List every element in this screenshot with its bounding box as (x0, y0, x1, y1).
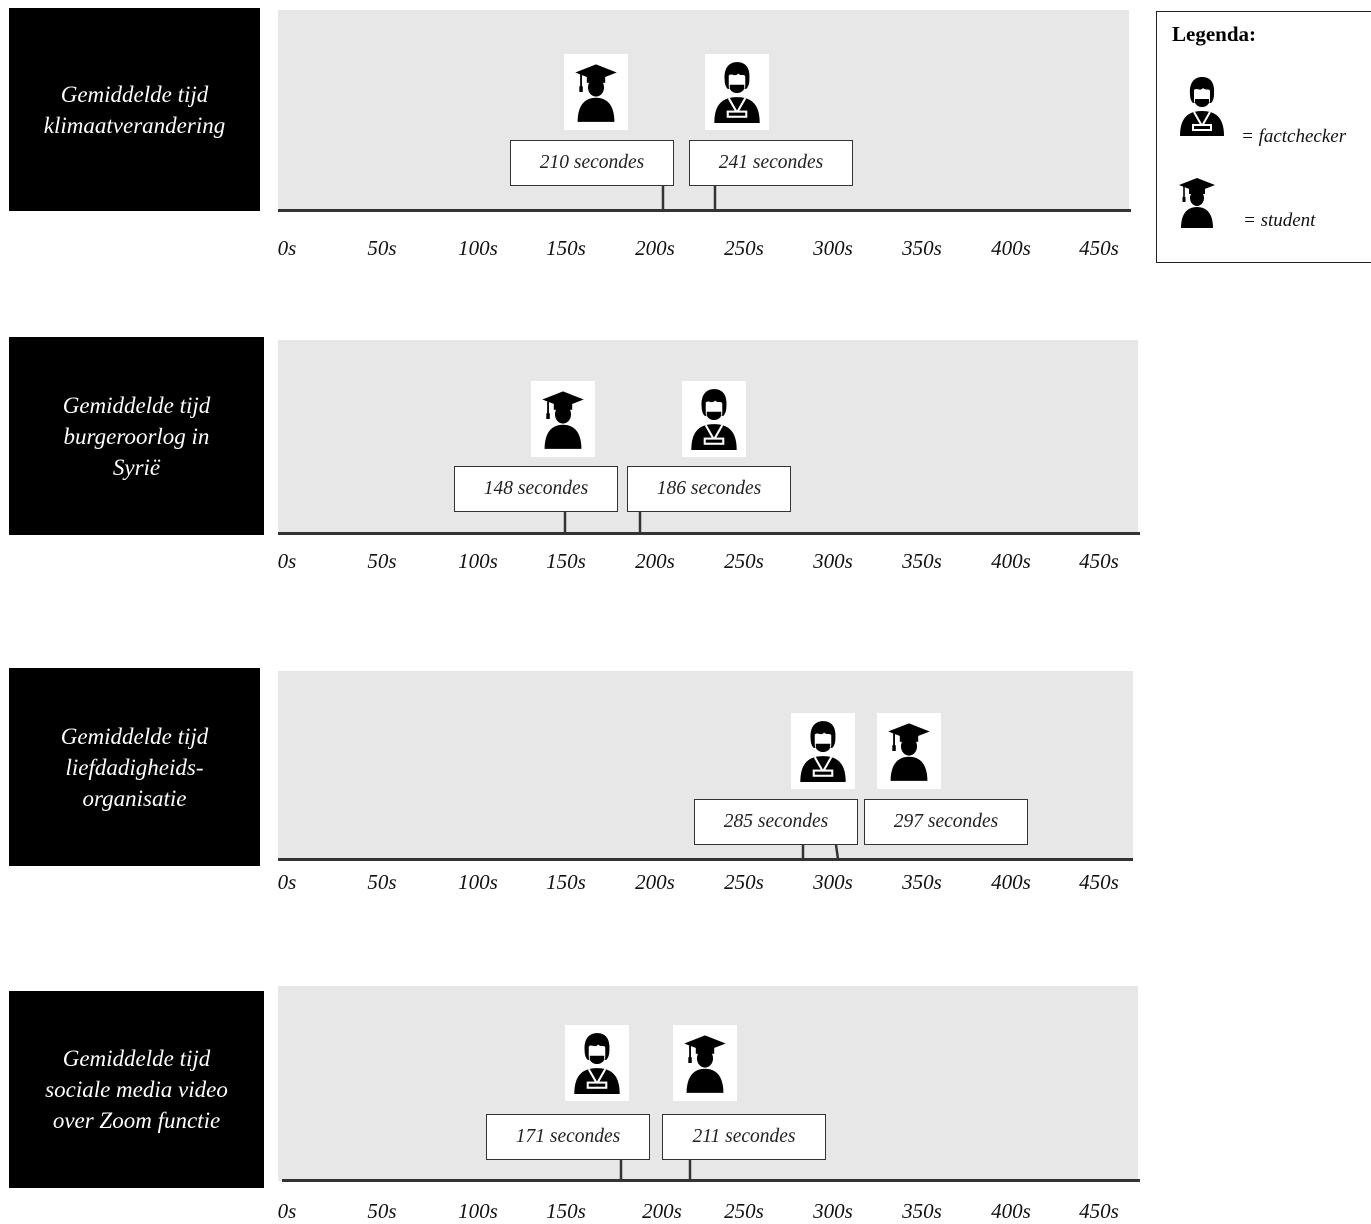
data-label: 297 secondes (864, 799, 1028, 845)
tick-label: 150s (546, 549, 586, 573)
tick-label: 100s (458, 549, 498, 573)
tick-label: 0s (277, 549, 297, 573)
student-icon (877, 713, 941, 789)
x-axis-line (278, 209, 1131, 212)
legend-title: Legenda: (1172, 22, 1256, 46)
tick-label: 200s (642, 1199, 682, 1223)
data-label: 241 secondes (689, 140, 853, 186)
data-label: 148 secondes (454, 466, 618, 512)
tick-label: 200s (635, 549, 675, 573)
x-axis-line (278, 858, 1133, 861)
tick-label: 150s (546, 1199, 586, 1223)
tick-label: 400s (991, 549, 1031, 573)
factchecker-icon (682, 381, 746, 457)
tick-label: 100s (458, 1199, 498, 1223)
student-icon (531, 381, 595, 457)
factchecker-icon (791, 713, 855, 789)
chart-title-text: Gemiddelde tijd sociale media video over… (45, 1046, 228, 1133)
tick-label: 100s (458, 236, 498, 260)
tick-label: 350s (902, 1199, 942, 1223)
tick-label: 50s (367, 549, 397, 573)
tick-label: 450s (1079, 236, 1119, 260)
tick-label: 50s (367, 236, 397, 260)
data-label: 186 secondes (627, 466, 791, 512)
tick-label: 300s (813, 549, 853, 573)
tick-label: 250s (724, 1199, 764, 1223)
tick-label: 450s (1079, 549, 1119, 573)
tick-label: 100s (458, 870, 498, 894)
data-label: 210 secondes (510, 140, 674, 186)
factchecker-icon (705, 54, 769, 130)
student-icon (564, 54, 628, 130)
tick-label: 0s (277, 1199, 297, 1223)
tick-label: 0s (277, 870, 297, 894)
factchecker-icon (1177, 74, 1227, 143)
data-label: 211 secondes (662, 1114, 826, 1160)
student-icon (673, 1025, 737, 1101)
chart-title: Gemiddelde tijd klimaatverandering (9, 8, 260, 211)
value-marker (834, 844, 840, 860)
legend-student-label: = student (1243, 210, 1316, 231)
chart-title: Gemiddelde tijd sociale media video over… (9, 991, 264, 1188)
tick-label: 0s (277, 236, 297, 260)
tick-label: 400s (991, 236, 1031, 260)
tick-label: 250s (724, 236, 764, 260)
factchecker-icon (565, 1025, 629, 1101)
tick-label: 350s (902, 870, 942, 894)
tick-label: 250s (724, 549, 764, 573)
student-icon (1177, 176, 1217, 233)
tick-label: 450s (1079, 1199, 1119, 1223)
tick-label: 350s (902, 549, 942, 573)
chart-title-text: Gemiddelde tijd burgeroorlog in Syrië (62, 392, 211, 480)
data-label: 171 secondes (486, 1114, 650, 1160)
chart-title-text: Gemiddelde tijd klimaatverandering (43, 81, 226, 138)
x-axis-line (282, 1179, 1140, 1182)
tick-label: 450s (1079, 870, 1119, 894)
tick-label: 300s (813, 870, 853, 894)
data-label: 285 secondes (694, 799, 858, 845)
legend-factchecker-label: = factchecker (1241, 126, 1347, 147)
tick-label: 150s (546, 870, 586, 894)
tick-label: 300s (813, 1199, 853, 1223)
chart-title: Gemiddelde tijd liefdadigheids- organisa… (9, 668, 260, 866)
tick-label: 400s (991, 870, 1031, 894)
x-axis-line (278, 532, 1140, 535)
tick-label: 250s (724, 870, 764, 894)
tick-label: 400s (991, 1199, 1031, 1223)
tick-label: 200s (635, 870, 675, 894)
tick-label: 50s (367, 1199, 397, 1223)
chart-title: Gemiddelde tijd burgeroorlog in Syrië (9, 337, 264, 535)
legend: Legenda: = factchecker = student (1156, 11, 1371, 263)
tick-label: 50s (367, 870, 397, 894)
tick-label: 300s (813, 236, 853, 260)
tick-label: 150s (546, 236, 586, 260)
tick-label: 350s (902, 236, 942, 260)
tick-label: 200s (635, 236, 675, 260)
chart-title-text: Gemiddelde tijd liefdadigheids- organisa… (60, 723, 209, 811)
